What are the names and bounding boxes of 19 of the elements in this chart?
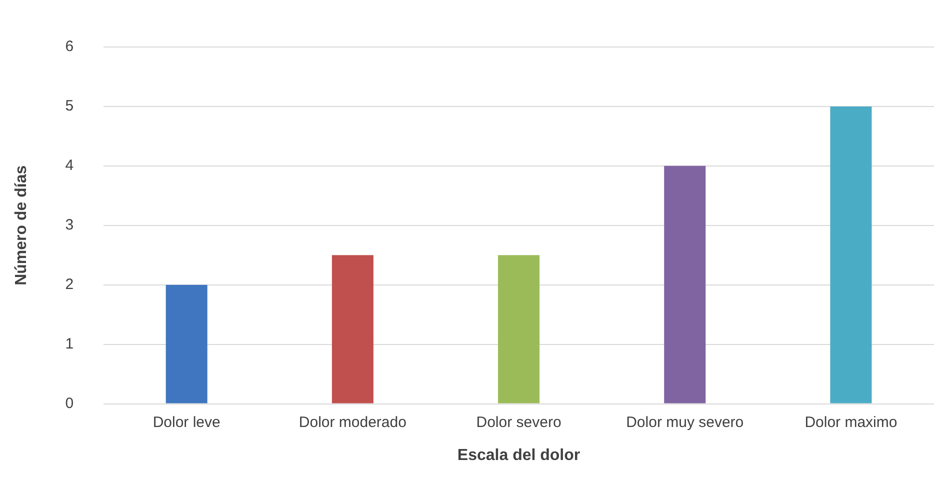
bar xyxy=(830,106,872,404)
y-tick-label: 3 xyxy=(65,216,74,234)
y-tick-label: 0 xyxy=(65,394,74,412)
y-tick-label: 5 xyxy=(65,98,74,115)
y-tick-label: 1 xyxy=(65,335,74,352)
x-axis-title: Escala del dolor xyxy=(457,446,580,464)
bar xyxy=(332,255,374,404)
x-tick-label: Dolor moderado xyxy=(298,414,406,431)
y-tick-label: 6 xyxy=(65,38,74,56)
x-tick-label: Dolor severo xyxy=(476,414,562,431)
x-tick-label: Dolor leve xyxy=(152,414,220,431)
x-tick-label: Dolor maximo xyxy=(804,414,898,431)
y-tick-label: 2 xyxy=(65,276,74,294)
y-axis-title: Número de días xyxy=(13,165,30,286)
x-tick-label: Dolor muy severo xyxy=(626,414,744,431)
bar xyxy=(498,255,540,404)
bar xyxy=(664,166,706,404)
bar xyxy=(166,284,208,404)
y-tick-label: 4 xyxy=(65,157,74,174)
